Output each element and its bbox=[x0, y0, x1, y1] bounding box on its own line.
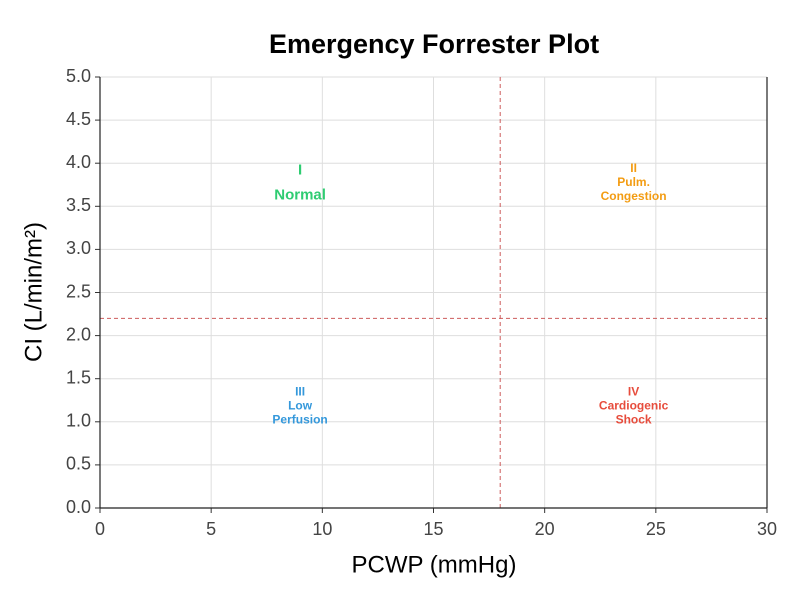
quadrant-label: Normal bbox=[274, 186, 326, 203]
y-tick-label: 4.0 bbox=[66, 152, 91, 172]
quadrant-label: IV bbox=[628, 384, 639, 398]
quadrant-label: I bbox=[298, 161, 302, 178]
x-tick-label: 5 bbox=[206, 519, 216, 539]
quadrant-label: II bbox=[630, 161, 637, 175]
x-axis-label: PCWP (mmHg) bbox=[352, 551, 517, 578]
x-tick-label: 0 bbox=[95, 519, 105, 539]
y-tick-label: 4.5 bbox=[66, 109, 91, 129]
y-tick-label: 3.5 bbox=[66, 195, 91, 215]
y-tick-label: 1.5 bbox=[66, 367, 91, 387]
chart-title: Emergency Forrester Plot bbox=[269, 29, 599, 59]
y-tick-label: 2.5 bbox=[66, 281, 91, 301]
y-tick-label: 1.0 bbox=[66, 411, 91, 431]
quadrant-label: Pulm. bbox=[617, 175, 650, 189]
quadrant-label: Cardiogenic bbox=[599, 398, 669, 412]
y-tick-label: 0.5 bbox=[66, 454, 91, 474]
x-tick-label: 10 bbox=[312, 519, 332, 539]
y-tick-label: 0.0 bbox=[66, 497, 91, 517]
quadrant-label: III bbox=[295, 384, 305, 398]
x-tick-label: 30 bbox=[757, 519, 777, 539]
y-tick-label: 3.0 bbox=[66, 238, 91, 258]
quadrant-label: Shock bbox=[616, 412, 652, 426]
x-tick-label: 20 bbox=[535, 519, 555, 539]
quadrant-label: Congestion bbox=[601, 189, 667, 203]
y-tick-label: 2.0 bbox=[66, 324, 91, 344]
quadrant-label: Low bbox=[288, 398, 313, 412]
x-tick-label: 25 bbox=[646, 519, 666, 539]
y-tick-label: 5.0 bbox=[66, 66, 91, 86]
x-tick-label: 15 bbox=[423, 519, 443, 539]
quadrant-label: Perfusion bbox=[272, 412, 327, 426]
y-axis-label: CI (L/min/m²) bbox=[20, 222, 47, 362]
